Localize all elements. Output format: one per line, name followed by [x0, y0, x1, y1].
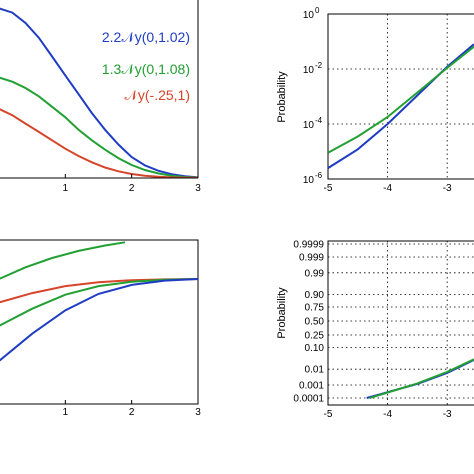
top-right-y-tick-base: 10 [303, 65, 315, 76]
bottom-right-y-tick-label: 0.001 [299, 380, 324, 391]
bottom-right-series-line-2 [369, 358, 474, 399]
bottom-left-x-tick-label: 3 [195, 407, 201, 418]
top-left-x-tick-label: 3 [195, 183, 201, 194]
bottom-left-series-line-2 [0, 278, 198, 304]
top-right-y-tick-base: 10 [303, 175, 315, 186]
bottom-right-y-tick-label: 0.25 [305, 330, 325, 341]
bottom-right-y-tick-label: 0.75 [305, 303, 325, 314]
top-right-y-tick-base: 10 [303, 120, 315, 131]
top-left-series-line-1 [0, 7, 198, 178]
bottom-left-series-line-4 [0, 278, 198, 362]
panel-bottom-right: -5 -4 -3 0.9999 0.999 0.99 0.90 0.75 0.50 0.25 0.… [276, 240, 474, 420]
plot-area-top-left [0, 7, 198, 178]
plot-area-bottom-left [0, 241, 198, 362]
bottom-right-y-tick-label: 0.90 [305, 290, 325, 301]
bottom-left-x-tick-label: 1 [63, 407, 69, 418]
bottom-right-y-tick-label: 0.10 [305, 343, 325, 354]
axes-frame-bottom-left [0, 239, 199, 405]
legend-entry-1: 2.2𝒩y(0,1.02) [102, 29, 190, 45]
top-right-y-tick-exponent: 0 [315, 6, 320, 15]
top-right-y-tick-exponent: -4 [315, 116, 323, 125]
top-right-series-line-1 [328, 43, 474, 169]
top-right-x-tick-label: -4 [383, 183, 392, 194]
bottom-right-y-tick-label: 0.999 [299, 253, 324, 264]
plot-area-bottom-right [366, 358, 474, 399]
top-right-y-tick-base: 10 [303, 10, 315, 21]
bottom-right-y-tick-label: 0.99 [305, 268, 325, 279]
bottom-right-x-tick-label: -4 [383, 409, 392, 420]
bottom-left-x-tick-label: 2 [129, 407, 135, 418]
bottom-left-series-line-3 [0, 278, 198, 327]
top-right-x-tick-label: -3 [443, 183, 452, 194]
top-right-series-line-2 [328, 45, 474, 154]
legend-entry-2: 1.3𝒩y(0,1.08) [102, 61, 190, 77]
top-right-x-tick-label: -5 [324, 183, 333, 194]
bottom-right-x-tick-label: -3 [443, 409, 452, 420]
axes-frame-bottom-right [327, 240, 474, 406]
axes-frame-top-right [327, 13, 474, 180]
top-right-y-tick-exponent: -6 [315, 171, 323, 180]
panel-top-left: 1 2 3 2.2𝒩y(0,1.02) 1.3𝒩y(0,1.08) 𝒩y(-.25,… [0, 0, 201, 194]
ylabel-top-right: Probability [276, 71, 288, 123]
bottom-right-y-tick-label: 0.0001 [293, 394, 324, 405]
bottom-right-x-tick-label: -5 [324, 409, 333, 420]
top-right-y-tick-exponent: -2 [315, 61, 323, 70]
top-left-series-line-3 [0, 108, 198, 178]
bottom-right-y-tick-label: 0.50 [305, 317, 325, 328]
bottom-right-y-tick-label: 0.9999 [293, 240, 324, 251]
bottom-right-series-line-1 [366, 359, 474, 399]
legend-entry-3: 𝒩y(-.25,1) [124, 87, 190, 103]
plot-area-top-right [328, 43, 474, 169]
panel-bottom-left: 1 2 3 [0, 239, 201, 418]
bottom-left-series-line-1 [0, 241, 126, 280]
bottom-right-y-tick-label: 0.01 [305, 365, 325, 376]
ylabel-bottom-right: Probability [276, 287, 288, 339]
top-left-series-line-2 [0, 76, 198, 178]
top-left-x-tick-label: 2 [129, 183, 135, 194]
top-left-x-tick-label: 1 [63, 183, 69, 194]
